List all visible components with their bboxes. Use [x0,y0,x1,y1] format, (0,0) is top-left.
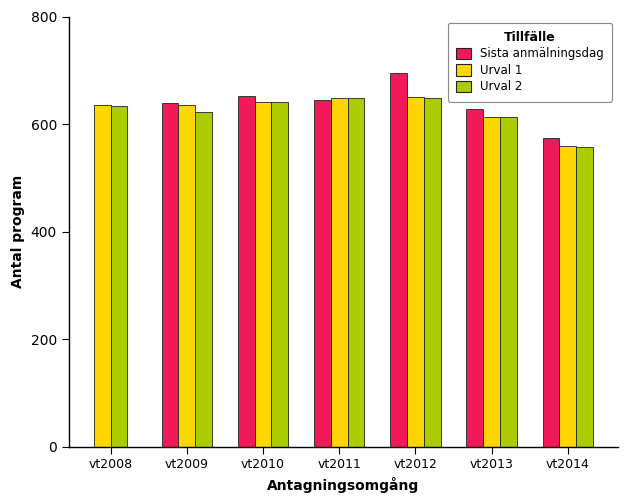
Bar [94,105,111,447]
Bar [331,98,348,447]
Bar [238,96,255,447]
Bar [111,106,127,447]
Bar [559,146,576,447]
Bar [162,103,179,447]
Bar [483,116,500,447]
Bar [271,102,288,447]
Bar [543,138,559,447]
Legend: Sista anmälningsdag, Urval 1, Urval 2: Sista anmälningsdag, Urval 1, Urval 2 [448,23,612,102]
Bar [390,73,407,447]
Bar [195,112,212,447]
Bar [407,97,424,447]
Bar [424,98,440,447]
Bar [576,147,593,447]
Bar [179,105,195,447]
Bar [467,109,483,447]
Bar [500,117,517,447]
X-axis label: Antagningsomgång: Antagningsomgång [267,477,420,493]
Bar [255,101,271,447]
Y-axis label: Antal program: Antal program [11,175,25,288]
Bar [314,100,331,447]
Bar [348,98,364,447]
